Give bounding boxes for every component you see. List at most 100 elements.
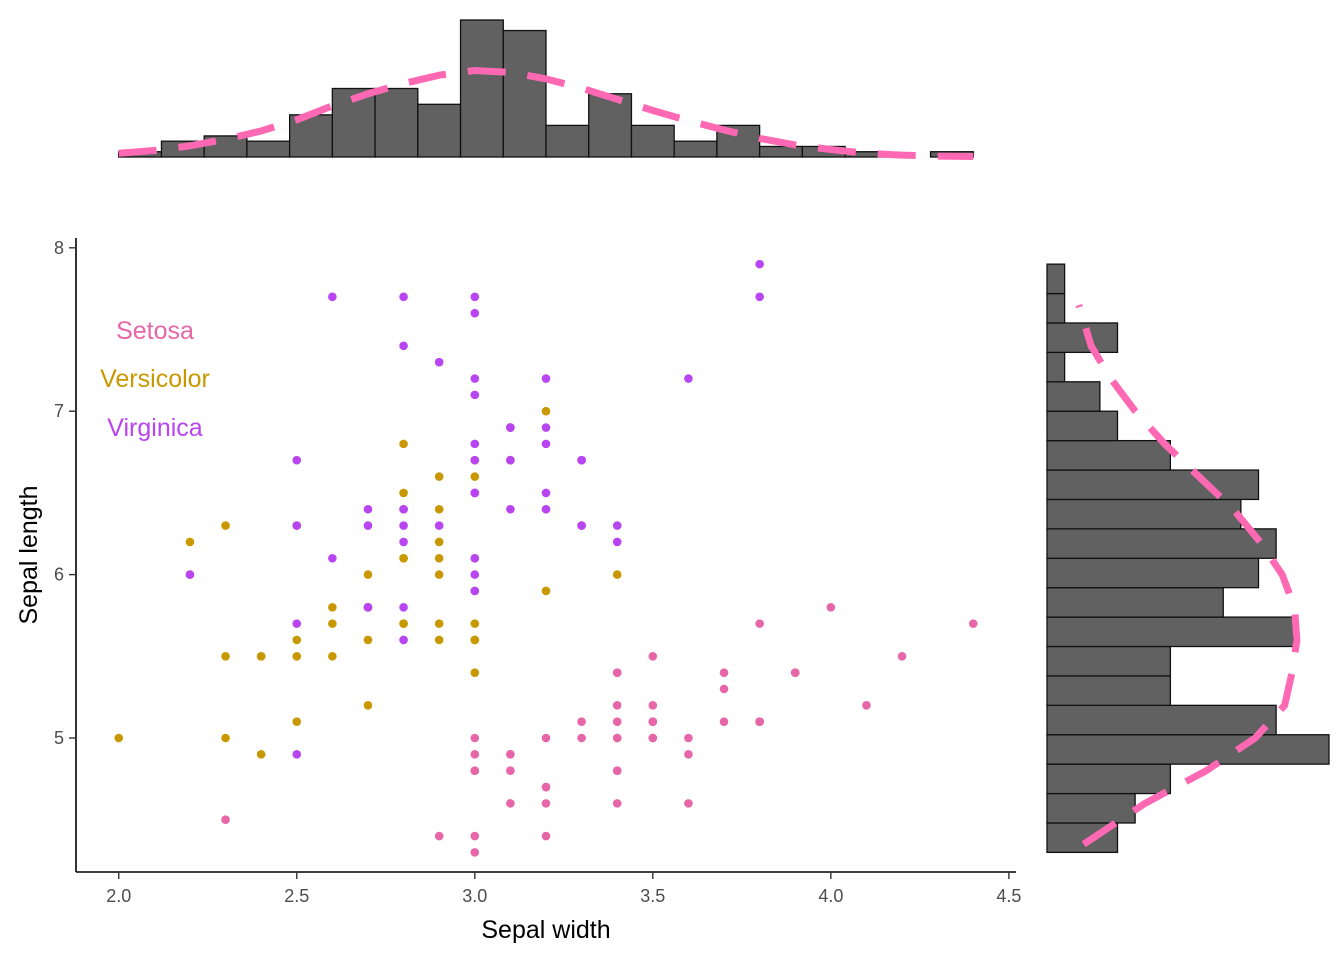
point-virginica [470,570,480,579]
right-histogram-bar [1046,351,1066,383]
point-versicolor [292,717,302,726]
point-setosa [470,750,480,759]
point-setosa [648,717,658,726]
point-virginica [577,521,586,530]
point-setosa [684,799,693,808]
point-versicolor [434,504,444,514]
point-virginica [541,504,551,514]
point-versicolor [221,733,230,743]
point-setosa [719,684,729,694]
right-histogram-bar [1046,263,1066,295]
point-virginica [470,553,480,563]
point-setosa [684,733,693,743]
y-axis-ticks: 5 6 7 8 [54,238,76,748]
point-setosa [826,602,836,612]
point-versicolor [221,521,230,530]
point-versicolor [292,652,302,661]
point-versicolor [399,439,408,449]
top-histogram-bar [459,19,504,158]
point-virginica [577,455,586,465]
point-versicolor [221,652,230,661]
point-setosa [541,782,551,792]
y-tick-label: 8 [54,238,64,258]
point-versicolor [292,635,302,645]
right-histogram-bar [1046,704,1277,736]
point-virginica [292,619,302,628]
point-virginica [434,357,444,367]
point-versicolor [470,668,480,677]
x-tick-label: 2.0 [106,886,131,906]
point-virginica [399,602,408,612]
point-versicolor [399,553,408,563]
point-versicolor [328,652,337,661]
point-virginica [541,374,551,383]
point-virginica [328,553,337,563]
point-setosa [862,701,871,710]
point-versicolor [363,701,373,710]
point-setosa [648,701,658,710]
point-setosa [612,766,622,775]
point-versicolor [434,472,444,481]
point-versicolor [434,553,444,563]
right-histogram-bar [1046,469,1260,501]
point-setosa [684,750,693,759]
right-histogram-bar [1046,292,1066,324]
point-versicolor [114,733,124,743]
point-setosa [648,733,658,743]
top-histogram-bar [673,140,718,158]
point-virginica [434,521,444,530]
top-histogram-bar [630,124,675,158]
point-versicolor [434,619,444,628]
x-axis-title: Sepal width [481,916,610,944]
right-histogram-bar [1046,645,1172,677]
point-versicolor [541,406,551,416]
point-setosa [612,701,622,710]
point-virginica [541,423,551,432]
point-virginica [506,423,515,432]
point-versicolor [470,619,480,628]
point-virginica [363,602,373,612]
right-histogram-bar [1046,616,1295,648]
point-setosa [541,733,551,743]
point-virginica [506,504,515,514]
point-setosa [719,668,729,677]
point-virginica [363,504,373,514]
point-setosa [541,799,551,808]
point-setosa [755,619,764,628]
y-tick-label: 5 [54,728,64,748]
point-versicolor [363,570,373,579]
point-versicolor [328,619,337,628]
point-virginica [470,292,480,302]
point-virginica [506,455,515,465]
point-virginica [399,504,408,514]
right-histogram-bar [1046,410,1119,442]
point-setosa [755,717,764,726]
point-virginica [755,292,764,302]
right-histogram-bar [1046,675,1172,706]
point-virginica [755,259,764,269]
point-setosa [897,652,907,661]
point-virginica [470,439,480,449]
point-versicolor [541,586,551,596]
point-versicolor [256,652,266,661]
point-virginica [470,390,480,400]
point-versicolor [399,488,408,498]
point-setosa [470,733,480,743]
point-setosa [612,668,622,677]
top-histogram-bar [502,29,547,158]
point-setosa [470,831,480,841]
point-virginica [684,374,693,383]
top-histogram-bar [417,103,462,158]
top-histogram-bar [374,87,419,158]
point-setosa [648,652,658,661]
point-virginica [612,521,622,530]
point-setosa [541,831,551,841]
point-versicolor [434,570,444,579]
point-setosa [470,848,480,857]
right-density-curve [1075,303,1301,848]
scatter-panel: 2.0 2.5 3.0 3.5 4.0 4.5 5 6 7 8 Sepal width Sepa… [15,238,1021,944]
top-density-curve [118,66,974,161]
point-virginica [399,635,408,645]
right-histogram-bar [1046,528,1277,559]
right-marginal-histogram [1046,263,1330,854]
